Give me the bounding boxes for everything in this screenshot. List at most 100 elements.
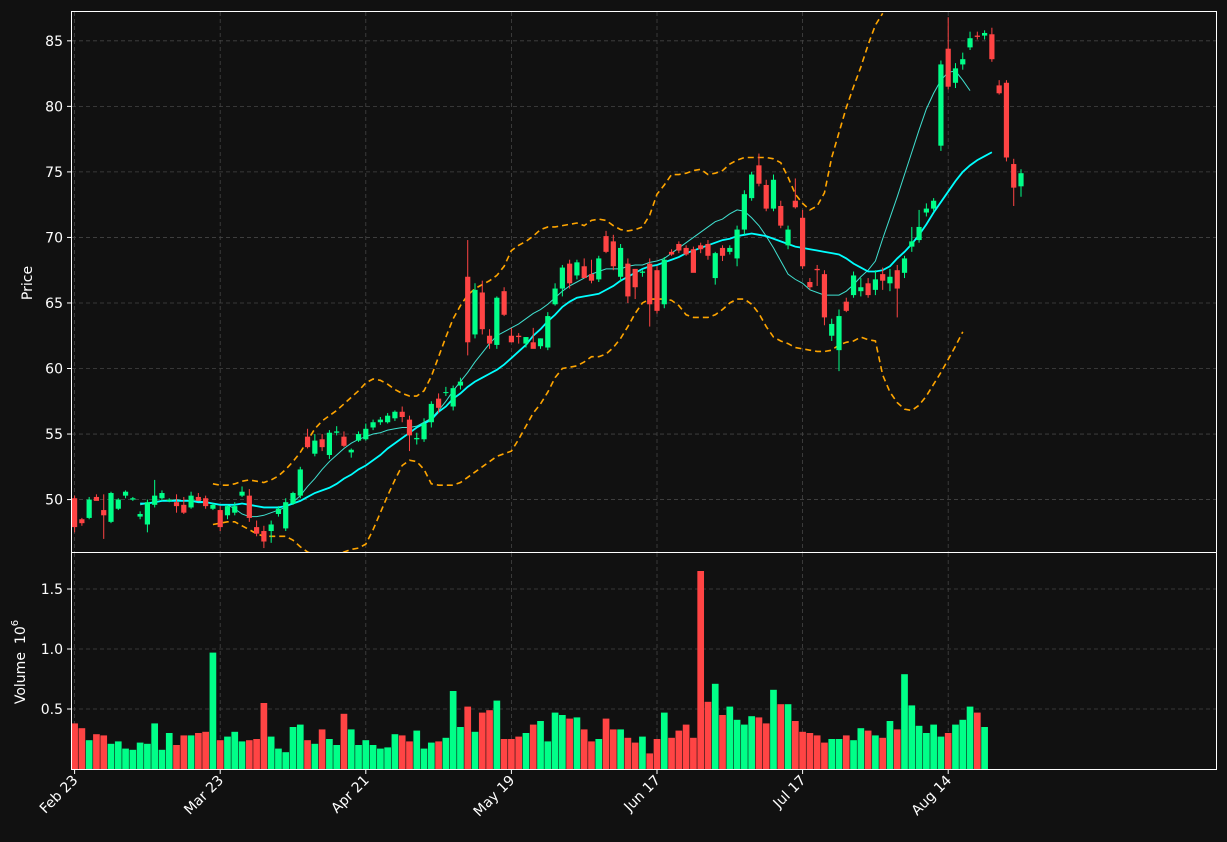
candle-body: [290, 493, 296, 504]
volume-bar: [602, 718, 610, 769]
candle-body: [363, 428, 369, 440]
candle-body: [457, 381, 464, 386]
candle-body: [326, 432, 332, 456]
volume-bar: [821, 742, 828, 769]
volume-bar: [901, 674, 908, 769]
candle-body: [1003, 82, 1010, 158]
price-tick-label: 80: [45, 99, 63, 115]
candle-body: [850, 275, 857, 296]
volume-bar: [879, 737, 887, 769]
candle-body: [341, 436, 347, 446]
candle-body: [865, 283, 871, 296]
candle-body: [232, 506, 238, 513]
volume-bar: [741, 724, 748, 769]
candle-body: [479, 292, 485, 330]
volume-axis-label-exponent-power: 6: [10, 620, 21, 626]
volume-bar: [915, 725, 923, 769]
price-axis: 50 55 60 65 70 75 80 85: [45, 34, 72, 509]
candle-body: [632, 268, 638, 288]
volume-bar: [129, 749, 137, 769]
candle-body: [741, 194, 747, 230]
price-tick-label: 60: [45, 362, 63, 378]
candle-body: [960, 59, 966, 65]
volume-bar: [377, 748, 384, 769]
candle-body: [938, 64, 944, 146]
volume-bar: [930, 724, 937, 769]
candle-body: [443, 392, 449, 394]
candle-body: [625, 263, 631, 297]
candle-body: [501, 291, 507, 315]
candle-body: [952, 68, 959, 83]
volume-bar: [209, 652, 217, 769]
candle-body: [698, 245, 704, 250]
candle-body: [406, 419, 413, 436]
candle-body: [989, 34, 995, 60]
volume-bar: [609, 729, 617, 769]
ma-long-line: [140, 151, 993, 509]
volume-axis-label-text: Volume: [13, 652, 29, 704]
candle-body: [312, 440, 318, 454]
price-tick-label: 85: [45, 34, 63, 50]
candle-body: [727, 247, 733, 252]
volume-bar: [777, 704, 785, 769]
candle-body: [712, 253, 718, 279]
candle-body: [792, 200, 798, 208]
candle-body: [1018, 173, 1024, 187]
candle-body: [785, 229, 791, 246]
volume-bar: [886, 721, 894, 769]
candle-body: [181, 504, 187, 513]
candle-body: [618, 247, 624, 277]
price-tick-label: 70: [45, 230, 63, 246]
candle-body: [654, 270, 660, 311]
volume-bar: [136, 742, 144, 769]
volume-axis-label-exponent-base: 10: [13, 626, 29, 644]
volume-bar: [224, 736, 231, 769]
volume-bar: [355, 745, 362, 769]
volume-bar: [420, 748, 428, 769]
volume-bar: [981, 727, 988, 769]
candle-body: [268, 524, 274, 532]
candle-body: [880, 274, 886, 281]
volume-bar: [144, 743, 151, 769]
volume-bar: [384, 747, 391, 769]
volume-bar: [435, 741, 442, 769]
price-tick-label: 55: [45, 427, 63, 443]
candle-body: [967, 38, 973, 48]
candle-body: [516, 335, 522, 338]
candle-body: [734, 229, 740, 259]
candle-body: [676, 243, 682, 251]
volume-bar: [165, 733, 173, 769]
candle-body: [304, 436, 311, 448]
volume-bar: [588, 741, 595, 769]
volume-bar: [202, 731, 209, 769]
candle-body: [86, 499, 92, 518]
candle-body: [137, 513, 143, 517]
volume-bar: [799, 731, 806, 769]
volume-bar: [362, 740, 370, 769]
candle-body: [916, 226, 922, 241]
price-tick-label: 75: [45, 165, 63, 181]
candle-body: [115, 499, 121, 509]
candle-body: [581, 266, 587, 279]
volume-bar: [282, 752, 290, 769]
candle-body: [508, 335, 514, 343]
volume-bar: [551, 712, 559, 769]
candle-body: [93, 496, 100, 501]
volume-bar: [486, 710, 493, 769]
volume-bar: [296, 724, 304, 769]
volume-bar: [733, 719, 741, 769]
volume-bar: [639, 736, 646, 769]
volume-bars: [72, 571, 988, 769]
volume-bar: [122, 748, 129, 769]
candle-body: [690, 249, 696, 273]
candle-body: [355, 434, 362, 441]
volume-bar: [937, 736, 945, 769]
candle-body: [465, 276, 471, 343]
candle-body: [530, 342, 536, 349]
candle-body: [647, 263, 653, 305]
volume-bar: [675, 730, 683, 769]
candle-body: [749, 174, 755, 199]
volume-bar: [347, 729, 355, 769]
candle-body: [945, 48, 951, 87]
volume-bar: [697, 571, 705, 769]
